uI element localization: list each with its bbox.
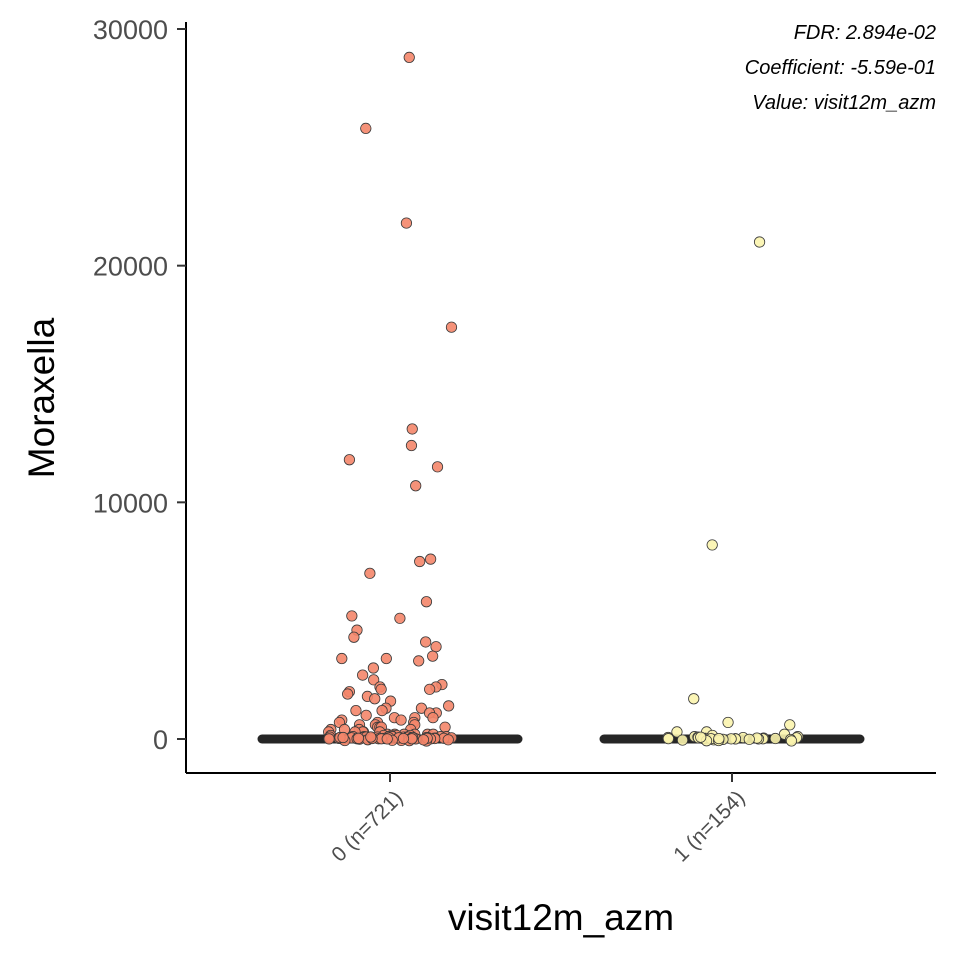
- data-point: [713, 732, 725, 745]
- data-point: [357, 669, 369, 681]
- data-point: [337, 731, 349, 744]
- y-ticks: 0 10000 20000 30000: [93, 15, 186, 755]
- annotation-coefficient: Coefficient: -5.59e-01: [745, 57, 936, 79]
- axes: [185, 22, 936, 774]
- data-point: [424, 683, 436, 695]
- data-point: [360, 709, 372, 721]
- x-tick-label: 1 (n=154): [669, 786, 749, 866]
- data-point: [397, 732, 410, 745]
- data-point: [688, 693, 700, 705]
- data-point: [346, 610, 358, 622]
- data-point: [695, 731, 707, 743]
- data-point: [352, 732, 365, 744]
- data-point: [784, 719, 796, 731]
- data-point: [406, 423, 418, 435]
- data-point: [342, 688, 354, 700]
- data-point: [743, 733, 755, 745]
- data-point: [662, 733, 674, 745]
- data-point: [430, 641, 442, 653]
- data-point: [369, 693, 381, 705]
- y-tick-label: 0: [153, 725, 168, 755]
- data-point: [394, 612, 406, 624]
- data-point: [403, 51, 415, 64]
- data-point: [753, 236, 766, 248]
- x-axis-title: visit12m_azm: [448, 897, 674, 938]
- data-point: [410, 480, 422, 492]
- data-point: [427, 712, 439, 724]
- y-tick-label: 20000: [93, 252, 168, 282]
- data-point: [425, 553, 437, 565]
- data-point: [671, 726, 683, 738]
- data-point: [706, 539, 718, 551]
- x-ticks: 0 (n=721) 1 (n=154): [327, 773, 750, 867]
- y-tick-label: 30000: [93, 15, 168, 45]
- data-point: [427, 650, 439, 662]
- data-point: [376, 704, 388, 717]
- data-point: [381, 733, 393, 745]
- data-point: [442, 734, 454, 746]
- data-point: [722, 716, 734, 729]
- data-point: [431, 461, 444, 473]
- data-point: [769, 732, 781, 745]
- data-point: [364, 567, 376, 579]
- data-point: [365, 731, 377, 743]
- data-point: [368, 674, 380, 686]
- data-point: [400, 217, 413, 229]
- x-tick-label: 0 (n=721): [327, 786, 407, 866]
- data-point: [367, 662, 379, 674]
- annotations: FDR: 2.894e-02 Coefficient: -5.59e-01 Va…: [745, 22, 936, 114]
- data-point: [785, 735, 798, 747]
- data-point: [380, 652, 392, 665]
- data-point: [443, 700, 455, 712]
- y-axis-title: Moraxella: [21, 317, 62, 478]
- data-points: [323, 51, 804, 747]
- data-point: [323, 733, 335, 745]
- data-point: [405, 439, 418, 452]
- data-point: [348, 631, 360, 643]
- data-point: [417, 734, 430, 746]
- data-point: [375, 683, 387, 695]
- annotation-fdr: FDR: 2.894e-02: [794, 22, 936, 44]
- data-point: [439, 721, 451, 733]
- data-point: [350, 704, 362, 717]
- data-point: [676, 734, 689, 746]
- data-point: [336, 652, 348, 665]
- y-tick-label: 10000: [93, 488, 168, 518]
- data-point: [420, 636, 432, 648]
- data-point: [395, 714, 407, 726]
- data-point: [420, 596, 433, 608]
- data-point: [413, 655, 425, 667]
- annotation-value: Value: visit12m_azm: [752, 92, 936, 114]
- data-point: [343, 454, 356, 466]
- data-point: [414, 555, 426, 568]
- data-point: [445, 321, 458, 333]
- data-point: [360, 122, 372, 134]
